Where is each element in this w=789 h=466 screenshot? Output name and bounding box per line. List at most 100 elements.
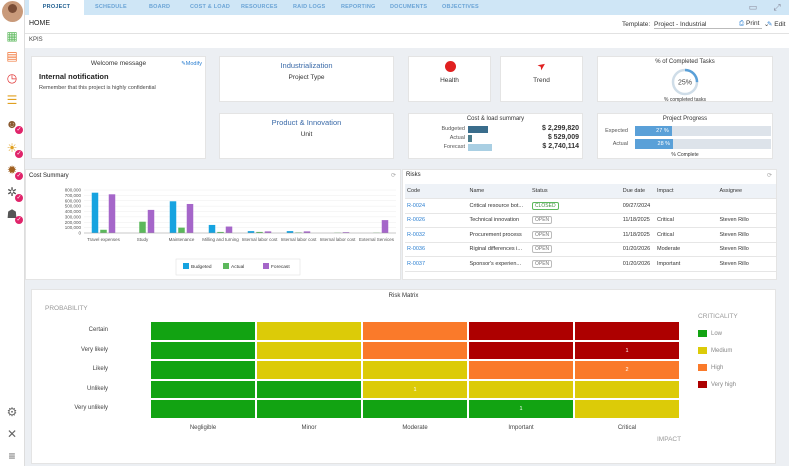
cell-code[interactable]: R-0026: [405, 213, 468, 228]
sidebar: ▦ ▤ ◷ ☰ ☻ ✓ ☀ ✓ ✹ ✓ ✲ ✓ ☗ ✓ ⚙ ✕ ≡: [0, 0, 25, 466]
cell-code[interactable]: R-0032: [405, 227, 468, 243]
probability-label: PROBABILITY: [45, 305, 88, 312]
matrix-cell[interactable]: [256, 340, 362, 360]
matrix-cell[interactable]: [150, 321, 256, 341]
matrix-cell[interactable]: [574, 379, 680, 399]
progress-row-label: Expected: [605, 128, 628, 134]
refresh-icon[interactable]: ⟳: [390, 173, 396, 179]
settings-icon[interactable]: ⚙: [6, 405, 18, 419]
pencil-icon: ✎: [767, 21, 773, 28]
tab-resources[interactable]: RESOURCES: [241, 4, 278, 10]
list-icon[interactable]: ☰: [6, 93, 18, 107]
matrix-cell[interactable]: [256, 321, 362, 341]
table-row[interactable]: R-0036 Riginal differences i... OPEN 01/20/…: [405, 242, 776, 257]
cost-row-bar: [468, 135, 472, 142]
edit-button[interactable]: ✎ Edit: [767, 20, 785, 28]
completed-donut: 25%: [671, 68, 699, 96]
matrix-cell[interactable]: [362, 360, 468, 380]
template-select[interactable]: Template: Project - Industrial ⌄: [622, 20, 769, 29]
user-group-icon[interactable]: ☗ ✓: [6, 207, 23, 224]
bar-forecast: [342, 232, 350, 233]
matrix-cell[interactable]: 2: [574, 360, 680, 380]
badge-icon: ✓: [15, 172, 23, 180]
trend-arrow-icon: ➤: [535, 59, 549, 74]
cell-code[interactable]: R-0037: [405, 256, 468, 272]
matrix-cell[interactable]: [362, 340, 468, 360]
matrix-cell[interactable]: 1: [468, 399, 574, 419]
y-tick-label: 600,000: [65, 198, 82, 203]
impact-moderate: Moderate: [402, 424, 428, 431]
print-button[interactable]: ⎙ Print: [739, 20, 759, 28]
bar-forecast: [108, 194, 116, 233]
chat-icon[interactable]: ▭: [748, 2, 758, 12]
health-label: Health: [440, 77, 459, 84]
matrix-cell[interactable]: [256, 379, 362, 399]
matrix-cell[interactable]: [468, 379, 574, 399]
matrix-cell[interactable]: [150, 379, 256, 399]
impact-negligible: Negligible: [189, 424, 217, 431]
tab-raid-logs[interactable]: RAID LOGS: [293, 4, 326, 10]
cell-due: 01/20/2026: [620, 256, 655, 272]
completed-tasks-card: % of Completed Tasks 25% % completed tas…: [597, 56, 773, 103]
matrix-cell[interactable]: [362, 321, 468, 341]
team-icon[interactable]: ☻ ✓: [5, 117, 23, 134]
legend-label: Forecast: [271, 264, 290, 270]
gantt-icon[interactable]: ▤: [6, 49, 18, 63]
tab-schedule[interactable]: SCHEDULE: [95, 4, 127, 10]
virus-icon[interactable]: ✹ ✓: [6, 163, 23, 180]
column-header-name[interactable]: Name: [467, 184, 530, 199]
column-header-due-date[interactable]: Due date: [620, 184, 655, 199]
tools-icon[interactable]: ✕: [6, 427, 18, 441]
table-row[interactable]: R-0032 Procurement process OPEN 11/18/2025 C…: [405, 227, 776, 243]
cost-chart-title: Cost Summary: [29, 173, 69, 179]
matrix-cell[interactable]: [256, 399, 362, 419]
matrix-cell[interactable]: 1: [574, 340, 680, 360]
cell-status: CLOSED: [530, 198, 621, 214]
tab-documents[interactable]: DOCUMENTS: [390, 4, 428, 10]
avatar[interactable]: [2, 1, 23, 22]
gear-group-icon[interactable]: ✲ ✓: [6, 185, 23, 202]
matrix-cell[interactable]: [256, 360, 362, 380]
dashboard-icon[interactable]: ▦: [6, 29, 18, 43]
bulb-icon[interactable]: ☀ ✓: [6, 141, 23, 158]
tab-board[interactable]: BOARD: [149, 4, 171, 10]
matrix-cell[interactable]: [574, 399, 680, 419]
product-value: Unit: [300, 131, 313, 138]
matrix-cell[interactable]: [362, 399, 468, 419]
template-value[interactable]: Project - Industrial: [654, 21, 762, 29]
sliders-icon[interactable]: ≡: [8, 449, 16, 463]
matrix-cell[interactable]: [468, 360, 574, 380]
tab-reporting[interactable]: REPORTING: [341, 4, 376, 10]
kpis-bar: KPIS: [25, 34, 789, 48]
printer-icon: ⎙: [739, 20, 745, 27]
matrix-cell[interactable]: [468, 340, 574, 360]
table-row[interactable]: R-0026 Technical innovation OPEN 11/18/2025…: [405, 213, 776, 228]
column-header-impact[interactable]: Impact: [654, 184, 718, 199]
fullscreen-icon[interactable]: ⤢: [773, 2, 781, 12]
table-row[interactable]: R-0037 Sponsor's experien... OPEN 01/20/202…: [405, 256, 776, 272]
legend-label: Budgeted: [191, 264, 212, 270]
matrix-cell[interactable]: [574, 321, 680, 341]
matrix-cell[interactable]: [150, 360, 256, 380]
completed-value: 25%: [678, 80, 692, 87]
tab-cost-load[interactable]: COST & LOAD: [190, 4, 231, 10]
refresh-icon[interactable]: ⟳: [766, 173, 772, 179]
matrix-cell[interactable]: [150, 399, 256, 419]
tab-objectives[interactable]: OBJECTIVES: [442, 4, 479, 10]
matrix-cell[interactable]: [468, 321, 574, 341]
product-card: Product & Innovation Unit: [219, 113, 394, 159]
cell-code[interactable]: R-0036: [405, 242, 468, 257]
table-row[interactable]: R-0024 Critical resource bot... CLOSED 09/2…: [405, 198, 776, 214]
column-header-assignee[interactable]: Assignee: [717, 184, 776, 199]
column-header-code[interactable]: Code: [405, 184, 468, 199]
x-tick-label: Internal labor cost: [281, 237, 318, 242]
tab-project[interactable]: PROJECT: [29, 0, 84, 15]
column-header-status[interactable]: Status: [530, 184, 621, 199]
cell-code[interactable]: R-0024: [405, 198, 468, 214]
matrix-cell[interactable]: [150, 340, 256, 360]
bar-forecast: [264, 231, 272, 233]
matrix-cell[interactable]: 1: [362, 379, 468, 399]
modify-button[interactable]: ✎Modify: [181, 61, 202, 67]
clock-icon[interactable]: ◷: [6, 71, 18, 85]
y-tick-label: 0: [78, 231, 81, 236]
